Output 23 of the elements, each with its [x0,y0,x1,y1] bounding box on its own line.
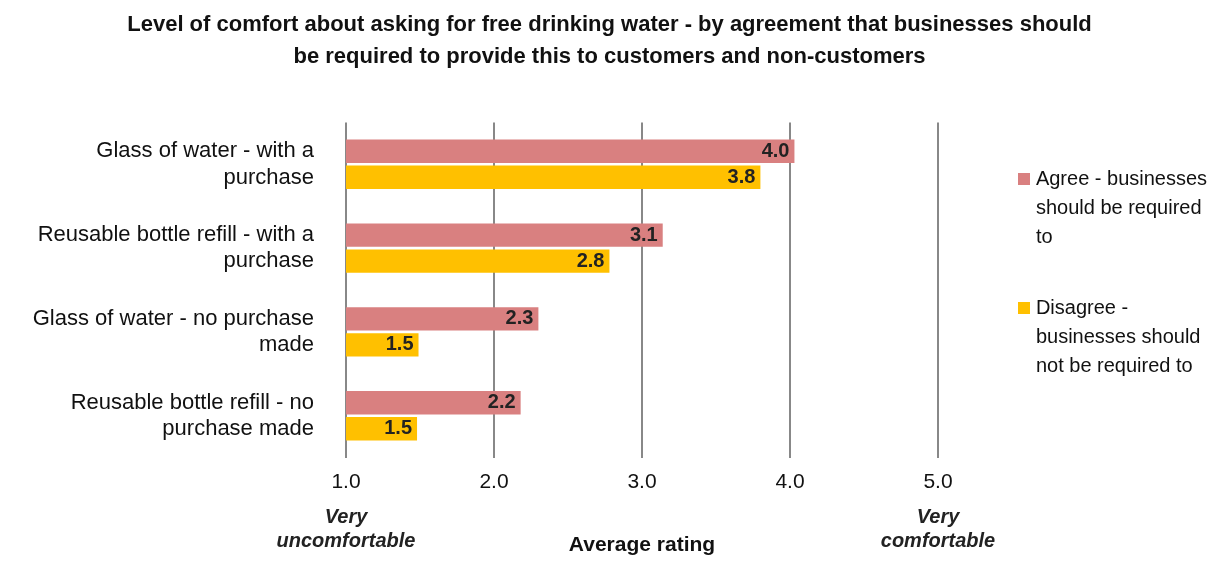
text: Very comfortable [880,505,996,552]
x-tick-label: 4.0 [775,469,805,492]
data-label: 2.2 [487,390,516,413]
chart-title: Level of comfort about asking for free drinking water - by agreement that businesses should be required to provide this to customers and non-customers [126,10,1093,70]
y-tick-label: Glass of water - with a purchase [96,137,315,189]
y-tick-label: Glass of water - no purchase made [32,304,314,357]
y-tick-label: Reusable bottle refill - with a purchase [37,220,315,273]
data-label: 1.5 [385,332,414,355]
legend-label: Disagree - businesses should not be required to [1035,295,1202,378]
x-tick-label: 5.0 [923,469,953,492]
data-label: 3.1 [629,222,658,245]
x-tick-label: 2.0 [479,469,509,492]
data-label: 4.0 [761,138,790,161]
data-label: 2.8 [576,248,605,271]
data-label: 3.8 [727,164,756,187]
data-label: 1.5 [384,416,413,439]
data-label: 2.3 [505,306,534,329]
x-tick-label: 3.0 [627,469,657,492]
x-axis-title: Average rating [568,532,716,556]
x-tick-label: 1.0 [331,469,361,492]
text: Very uncomfortable [276,505,416,552]
legend-label: Agree - businesses should be required to [1035,166,1209,249]
y-tick-label: Reusable bottle refill - no purchase made [70,388,314,440]
